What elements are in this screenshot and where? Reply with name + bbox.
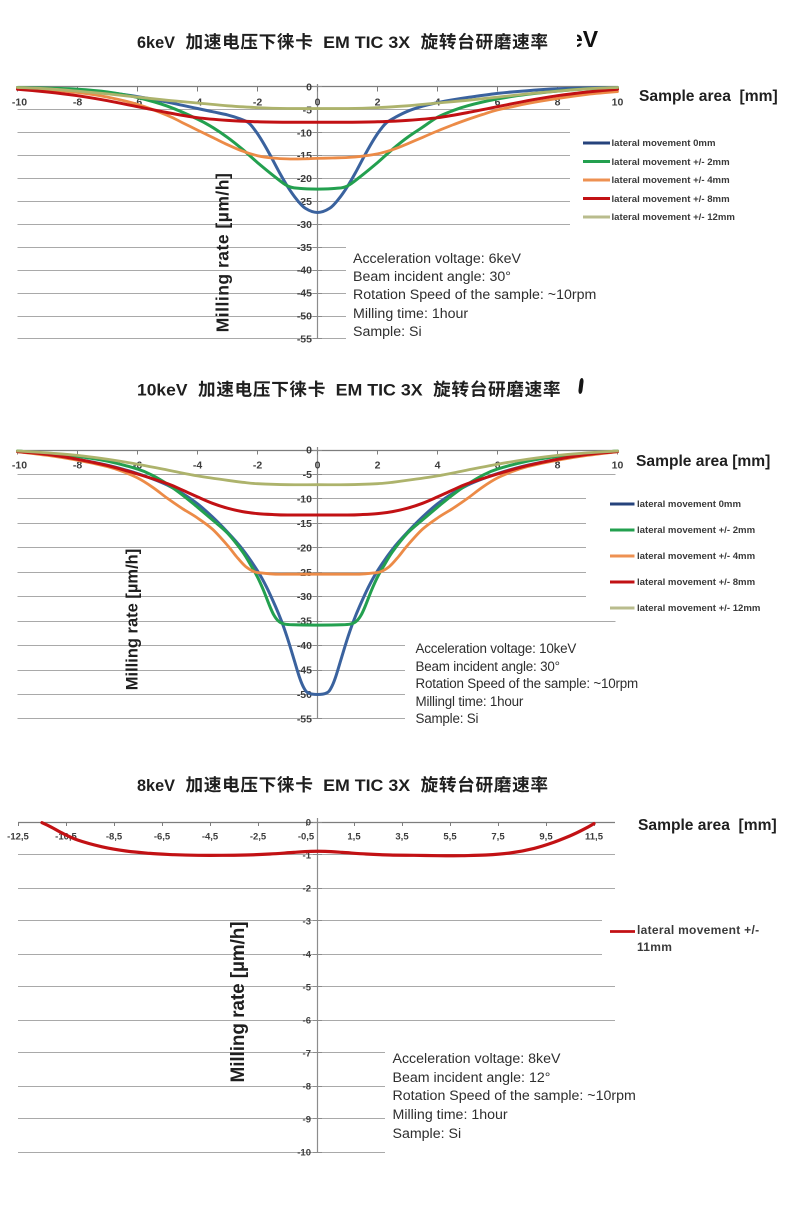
svg-text:EM TIC 3X: EM TIC 3X: [323, 33, 411, 52]
svg-text:-8: -8: [303, 1082, 311, 1093]
svg-text:-6,5: -6,5: [154, 832, 171, 843]
svg-text:-2,5: -2,5: [250, 832, 267, 843]
svg-text:EM TIC 3X: EM TIC 3X: [323, 776, 411, 795]
svg-text:-40: -40: [297, 640, 312, 652]
svg-text:10: 10: [612, 97, 624, 109]
svg-text:-10: -10: [297, 493, 312, 505]
svg-text:10: 10: [612, 460, 624, 472]
svg-text:-4: -4: [303, 950, 312, 961]
svg-text:3,5: 3,5: [395, 832, 409, 843]
svg-text:6: 6: [495, 97, 501, 109]
svg-text:9,5: 9,5: [539, 832, 553, 843]
svg-text:-10: -10: [12, 97, 27, 109]
svg-text:-2: -2: [253, 460, 262, 472]
svg-text:-10,5: -10,5: [55, 832, 77, 843]
svg-text:0: 0: [306, 445, 312, 457]
svg-text:-15: -15: [297, 518, 312, 530]
svg-text:-1: -1: [303, 851, 312, 862]
svg-text:-0,5: -0,5: [298, 832, 315, 843]
svg-text:11,5: 11,5: [585, 832, 604, 843]
svg-text:-20: -20: [297, 173, 312, 185]
svg-text:8: 8: [555, 97, 561, 109]
svg-text:-45: -45: [297, 288, 312, 300]
svg-text:-10: -10: [297, 1148, 311, 1159]
svg-text:8keV: 8keV: [137, 776, 176, 795]
svg-text:7,5: 7,5: [491, 832, 505, 843]
svg-text:1,5: 1,5: [347, 832, 361, 843]
svg-text:-12,5: -12,5: [7, 832, 29, 843]
svg-text:10keV: 10keV: [137, 381, 188, 400]
svg-text:4: 4: [435, 460, 441, 472]
svg-text:-5: -5: [303, 983, 312, 994]
svg-text:-2: -2: [303, 884, 311, 895]
svg-text:-40: -40: [297, 265, 312, 277]
svg-text:-50: -50: [297, 311, 312, 323]
svg-text:-10: -10: [297, 127, 312, 139]
svg-text:-6: -6: [303, 1016, 311, 1027]
svg-text:-20: -20: [297, 542, 312, 554]
svg-text:-25: -25: [297, 567, 312, 579]
svg-text:6keV: 6keV: [137, 33, 176, 52]
svg-text:-6: -6: [133, 97, 142, 109]
svg-text:0: 0: [306, 818, 311, 829]
svg-text:-8: -8: [73, 460, 82, 472]
svg-text:2: 2: [375, 460, 381, 472]
svg-text:-15: -15: [297, 150, 312, 162]
svg-text:-45: -45: [297, 665, 312, 677]
svg-text:-55: -55: [297, 713, 312, 725]
svg-text:2: 2: [375, 97, 381, 109]
svg-text:EM TIC 3X: EM TIC 3X: [336, 381, 424, 400]
svg-text:-2: -2: [253, 97, 262, 109]
svg-text:-30: -30: [297, 219, 312, 231]
svg-text:-35: -35: [297, 242, 312, 254]
svg-text:-5: -5: [303, 469, 312, 481]
svg-text:-4,5: -4,5: [202, 832, 219, 843]
svg-text:-8,5: -8,5: [106, 832, 123, 843]
svg-text:-4: -4: [193, 460, 202, 472]
svg-text:-3: -3: [303, 917, 311, 928]
svg-text:-8: -8: [73, 97, 82, 109]
svg-text:-55: -55: [297, 333, 312, 345]
svg-text:0: 0: [315, 460, 321, 472]
svg-text:-7: -7: [303, 1049, 311, 1060]
svg-text:8: 8: [555, 460, 561, 472]
svg-text:0: 0: [306, 82, 312, 94]
svg-text:0: 0: [315, 97, 321, 109]
svg-text:-9: -9: [303, 1115, 311, 1126]
svg-text:5,5: 5,5: [443, 832, 457, 843]
svg-text:-10: -10: [12, 460, 27, 472]
svg-text:-30: -30: [297, 591, 312, 603]
svg-text:-5: -5: [303, 104, 312, 116]
